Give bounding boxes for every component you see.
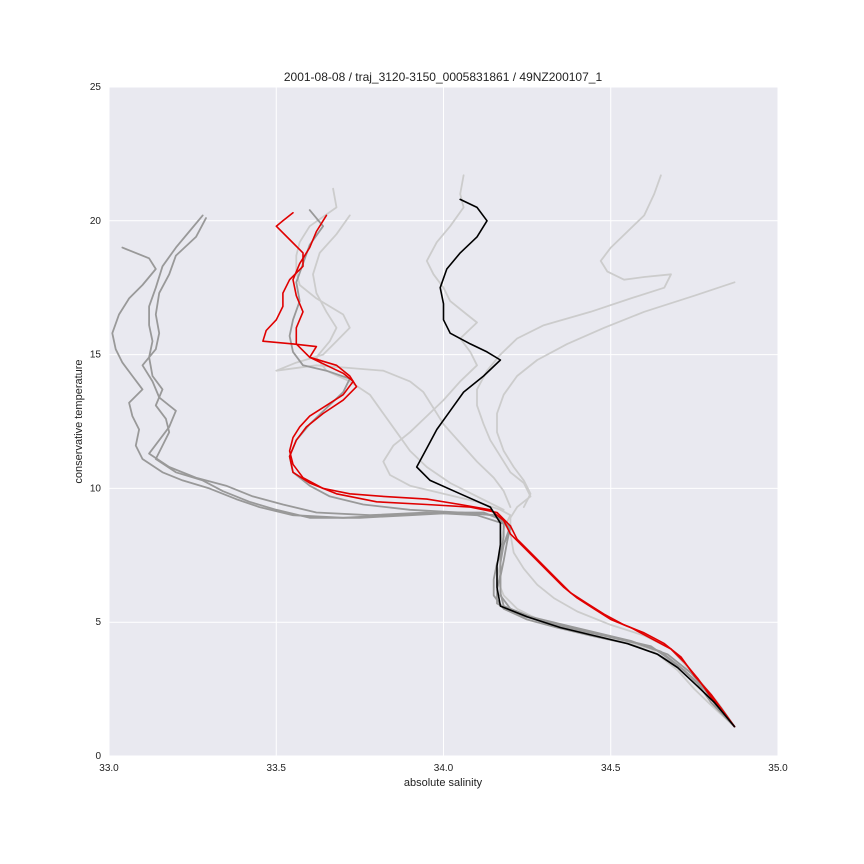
x-axis-label: absolute salinity: [404, 777, 483, 789]
x-tick-labels: 33.0 33.5 34.0 34.5 35.0: [99, 763, 788, 774]
chart-title: 2001-08-08 / traj_3120-3150_0005831861 /…: [284, 70, 603, 84]
series-line-light: [275, 187, 512, 509]
series-line-mid: [288, 209, 736, 728]
y-axis-label: conservative temperature: [73, 359, 85, 483]
series-line-red: [288, 214, 736, 728]
y-tick-label: 5: [95, 617, 101, 628]
series-line-mid: [148, 214, 736, 728]
x-tick-label: 34.0: [434, 763, 454, 774]
y-tick-label: 0: [95, 751, 101, 762]
y-tick-label: 20: [90, 216, 102, 227]
series-layer: [111, 174, 736, 728]
series-line-black: [415, 198, 736, 728]
y-tick-label: 10: [90, 483, 102, 494]
series-line-light: [496, 281, 736, 509]
y-tick-label: 25: [90, 82, 102, 93]
x-tick-label: 33.0: [99, 763, 119, 774]
x-tick-label: 33.5: [267, 763, 287, 774]
series-line-mid: [111, 246, 736, 728]
x-tick-label: 35.0: [768, 763, 788, 774]
y-tick-label: 15: [90, 350, 102, 361]
x-tick-label: 34.5: [601, 763, 621, 774]
series-line-red: [262, 212, 736, 728]
series-line-light: [476, 174, 736, 728]
y-tick-labels: 0 5 10 15 20 25: [90, 82, 102, 762]
